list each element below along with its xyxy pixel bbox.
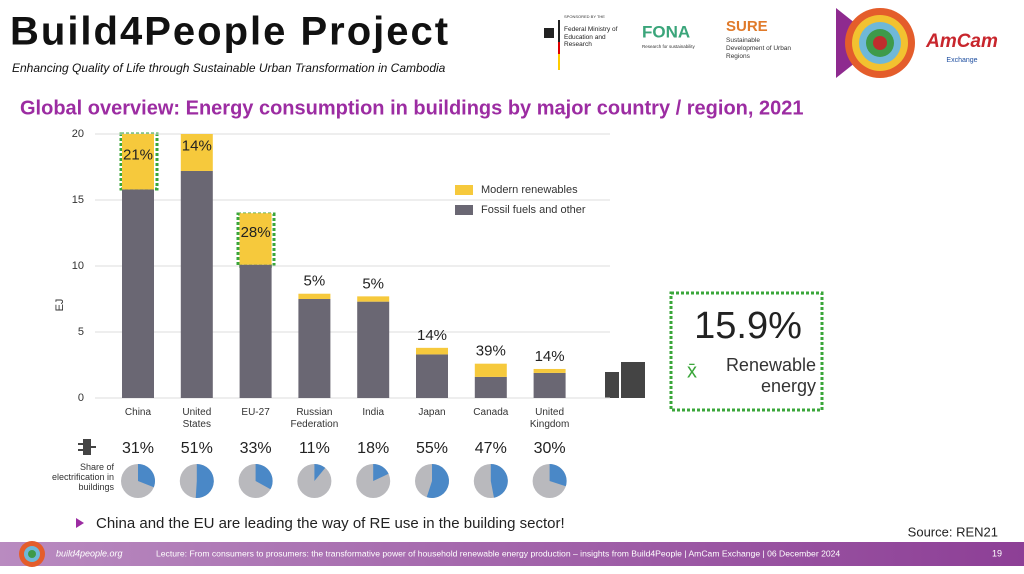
amcam-caption: Exchange [946, 57, 977, 64]
y-tick-label: 5 [78, 326, 84, 338]
bar-segment [239, 213, 272, 265]
y-tick-label: 0 [78, 392, 84, 404]
pie-slice [490, 464, 508, 498]
bar-segment [122, 189, 154, 398]
bar-segment [533, 368, 566, 373]
footer-lecture: Lecture: From consumers to prosumers: th… [156, 548, 840, 558]
pie-slice [314, 464, 326, 481]
share-label: 28% [241, 224, 271, 241]
ministry-box: Federal Ministry of Education and Resear… [564, 26, 618, 48]
callout-label-box: Renewable energy [725, 355, 816, 396]
bar-segment [122, 134, 154, 190]
amcam-logo: AmCam [925, 31, 998, 52]
building-icon [605, 372, 619, 398]
flag-bar [558, 42, 560, 54]
pie-value-label: 55% [416, 440, 448, 457]
bar-segment [298, 293, 331, 299]
bar-segment [474, 376, 507, 398]
legend-label: Modern renewables [481, 184, 578, 196]
sure-box: Sustainable Development of Urban Regions [726, 37, 792, 60]
x-tick-label: EU-27 [241, 407, 270, 418]
x-tick-label: United Kingdom [529, 407, 570, 430]
header-title: Build4People Project [10, 10, 450, 54]
x-tick-label: Russian Federation [290, 407, 339, 430]
callout-label: Renewable energy [725, 355, 816, 396]
sure-caption: Sustainable Development of Urban Regions [726, 37, 792, 60]
share-label: 14% [535, 348, 565, 365]
pie-slice [426, 464, 449, 498]
plug-icon [78, 439, 96, 455]
share-label: 14% [182, 137, 212, 154]
footer-band [0, 542, 1024, 566]
share-label: 39% [476, 343, 506, 360]
bar-segment [533, 372, 566, 398]
y-tick-label: 15 [72, 194, 84, 206]
pie-slice [373, 464, 389, 481]
callout-symbol: x̄ [687, 360, 697, 382]
pie-value-label: 51% [181, 440, 213, 457]
legend-label: Fossil fuels and other [481, 204, 586, 216]
pie-slice [138, 464, 156, 488]
share-label: 21% [123, 147, 153, 164]
x-tick-label: United States [182, 407, 212, 430]
pie-value-label: 47% [475, 440, 507, 457]
bar-segment [416, 347, 448, 355]
bar-segment [239, 264, 272, 398]
x-tick-label: Canada [473, 407, 509, 418]
callout-value: 15.9% [694, 305, 802, 347]
ministry-name: Federal Ministry of Education and Resear… [564, 26, 618, 48]
bullet-text: China and the EU are leading the way of … [96, 515, 565, 532]
pie-slice [195, 464, 214, 498]
footer-site: build4people.org [56, 548, 123, 558]
x-tick-label: India [362, 407, 385, 418]
legend-swatch [455, 185, 473, 195]
fona-caption: Research for sustainability [642, 44, 696, 49]
b4p-ring [873, 36, 887, 50]
building-icon [621, 362, 645, 398]
x-tick-label: China [124, 407, 152, 418]
source: Source: REN21 [908, 524, 998, 539]
bullet-arrow [76, 518, 84, 528]
flag-bar [558, 54, 560, 70]
y-tick-label: 20 [72, 128, 84, 140]
x-tick-label: Japan [418, 407, 446, 418]
footer-page: 19 [992, 548, 1002, 558]
pie-label: Share of electrification in buildings [51, 462, 114, 492]
share-label: 5% [304, 273, 326, 290]
share-label: 14% [417, 327, 447, 344]
pie-slice [549, 464, 567, 487]
y-axis-label: EJ [54, 299, 66, 312]
bar-segment [416, 354, 448, 398]
sure-logo: SURE [726, 18, 768, 35]
fona-logo: FONA [642, 22, 690, 41]
pie-value-label: 11% [299, 440, 330, 457]
sponsor-caption: SPONSORED BY THE [564, 14, 605, 19]
callout-box [669, 291, 824, 412]
pie-slice [255, 464, 273, 490]
eagle-icon [544, 28, 554, 38]
footer-logo [28, 550, 36, 558]
bar-segment [357, 296, 390, 302]
bar-segment [180, 170, 213, 398]
pie-value-label: 33% [240, 440, 272, 457]
y-tick-label: 10 [72, 260, 84, 272]
bar-segment [474, 363, 507, 377]
slide-title: Global overview: Energy consumption in b… [20, 97, 803, 119]
header-subtitle: Enhancing Quality of Life through Sustai… [12, 61, 446, 75]
bar-segment [298, 299, 331, 398]
pie-value-label: 30% [534, 440, 566, 457]
pie-value-label: 31% [122, 440, 154, 457]
share-label: 5% [362, 275, 384, 292]
legend-swatch [455, 205, 473, 215]
bar-segment [357, 301, 390, 398]
pie-value-label: 18% [357, 440, 389, 457]
bar-segment [180, 134, 213, 171]
